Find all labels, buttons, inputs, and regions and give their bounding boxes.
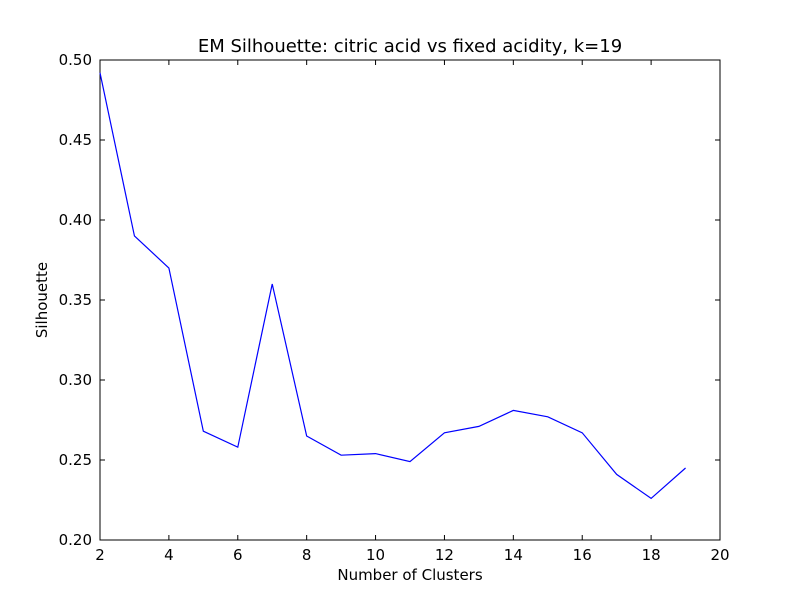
y-tick-label: 0.50 bbox=[59, 51, 92, 69]
x-tick-label: 12 bbox=[435, 546, 454, 564]
x-tick-label: 2 bbox=[95, 546, 105, 564]
x-tick-label: 4 bbox=[164, 546, 174, 564]
plot-frame bbox=[99, 59, 721, 541]
x-tick-label: 10 bbox=[366, 546, 385, 564]
x-tick-label: 18 bbox=[642, 546, 661, 564]
x-tick-label: 14 bbox=[504, 546, 523, 564]
chart-title: EM Silhouette: citric acid vs fixed acid… bbox=[198, 36, 622, 57]
series-line bbox=[99, 72, 686, 500]
x-axis-ticks: 2 4 6 8 10 12 14 16 18 20 bbox=[95, 60, 730, 564]
y-tick-label: 0.35 bbox=[59, 291, 92, 309]
x-axis-title: Number of Clusters bbox=[337, 566, 482, 584]
y-axis-ticks: 0.20 0.25 0.30 0.35 0.40 0.45 0.50 bbox=[59, 51, 720, 549]
x-tick-label: 16 bbox=[573, 546, 592, 564]
y-tick-label: 0.45 bbox=[59, 131, 92, 149]
y-tick-label: 0.25 bbox=[59, 451, 92, 469]
series-layer bbox=[99, 72, 686, 500]
y-tick-label: 0.30 bbox=[59, 371, 92, 389]
y-tick-label: 0.20 bbox=[59, 531, 92, 549]
x-tick-label: 8 bbox=[302, 546, 312, 564]
y-tick-label: 0.40 bbox=[59, 211, 92, 229]
x-tick-label: 6 bbox=[233, 546, 243, 564]
plot-area: 2 4 6 8 10 12 14 16 18 20 0.20 0.25 0.30 0.35 0.40 0.4… bbox=[59, 51, 730, 564]
y-axis-title: Silhouette bbox=[33, 262, 51, 338]
x-tick-label: 20 bbox=[710, 546, 729, 564]
